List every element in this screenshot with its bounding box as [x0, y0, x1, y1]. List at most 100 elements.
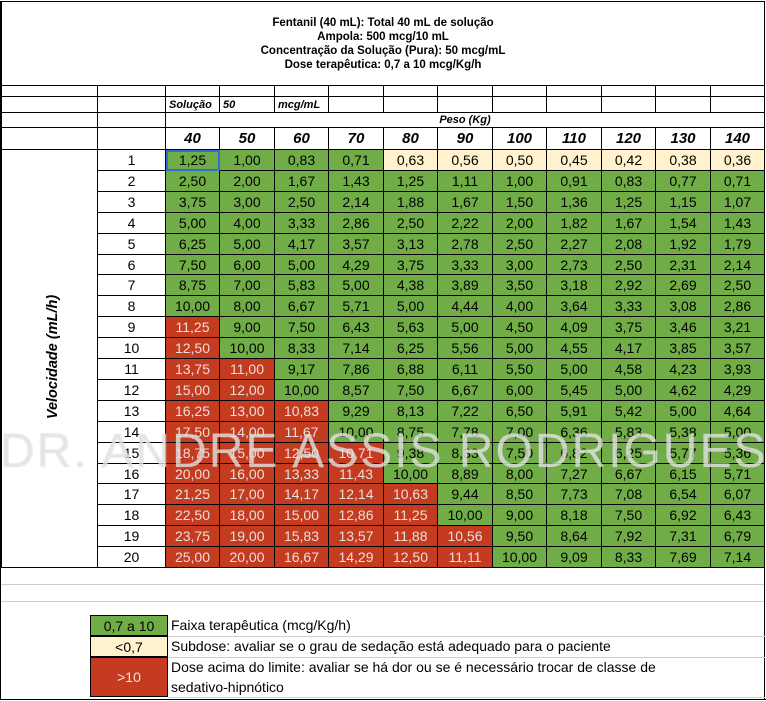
dose-cell[interactable]: 6,67	[438, 380, 493, 401]
dose-cell[interactable]: 6,15	[656, 464, 711, 484]
dose-cell[interactable]: 5,00	[547, 359, 602, 380]
dose-cell[interactable]: 7,50	[493, 443, 547, 464]
dose-cell[interactable]: 0,63	[384, 150, 438, 171]
dose-cell[interactable]: 5,77	[656, 443, 711, 464]
dose-cell[interactable]: 15,00	[275, 505, 329, 526]
dose-cell[interactable]: 7,78	[438, 422, 493, 443]
dose-cell[interactable]: 10,71	[329, 443, 384, 464]
dose-cell[interactable]: 6,43	[329, 317, 384, 338]
dose-cell[interactable]: 4,23	[656, 359, 711, 380]
dose-cell[interactable]: 4,29	[329, 255, 384, 275]
dose-cell[interactable]: 7,14	[711, 547, 765, 568]
dose-cell[interactable]: 5,83	[275, 275, 329, 296]
dose-cell[interactable]: 18,00	[220, 505, 275, 526]
dose-cell[interactable]: 6,07	[711, 484, 765, 505]
dose-cell[interactable]: 3,75	[384, 255, 438, 275]
dose-cell[interactable]: 4,58	[602, 359, 656, 380]
dose-cell[interactable]: 3,33	[438, 255, 493, 275]
dose-cell[interactable]: 14,29	[329, 547, 384, 568]
dose-cell[interactable]: 1,11	[438, 171, 493, 192]
dose-cell[interactable]: 6,36	[547, 422, 602, 443]
dose-cell[interactable]: 3,00	[220, 192, 275, 213]
dose-cell[interactable]: 4,55	[547, 338, 602, 359]
dose-cell[interactable]: 15,00	[166, 380, 220, 401]
dose-cell[interactable]: 11,25	[384, 505, 438, 526]
dose-cell[interactable]: 10,00	[438, 505, 493, 526]
dose-cell[interactable]: 0,83	[602, 171, 656, 192]
dose-cell[interactable]: 0,50	[493, 150, 547, 171]
dose-cell[interactable]: 12,50	[275, 443, 329, 464]
dose-cell[interactable]: 6,67	[275, 296, 329, 317]
dose-cell[interactable]: 9,44	[438, 484, 493, 505]
dose-cell[interactable]: 7,31	[656, 526, 711, 547]
dose-cell[interactable]: 8,64	[547, 526, 602, 547]
dose-cell[interactable]: 11,43	[329, 464, 384, 484]
dose-cell[interactable]: 10,00	[329, 422, 384, 443]
dose-cell[interactable]: 2,08	[602, 234, 656, 255]
dose-cell[interactable]: 1,36	[547, 192, 602, 213]
dose-cell[interactable]: 2,73	[547, 255, 602, 275]
dose-cell[interactable]: 11,88	[384, 526, 438, 547]
dose-cell[interactable]: 7,50	[166, 255, 220, 275]
dose-cell[interactable]: 2,50	[602, 255, 656, 275]
dose-cell[interactable]: 2,14	[329, 192, 384, 213]
dose-cell[interactable]: 2,31	[656, 255, 711, 275]
dose-cell[interactable]: 9,17	[275, 359, 329, 380]
dose-cell[interactable]: 11,67	[275, 422, 329, 443]
dose-cell[interactable]: 7,86	[329, 359, 384, 380]
dose-cell[interactable]: 7,69	[656, 547, 711, 568]
dose-cell[interactable]: 5,00	[438, 317, 493, 338]
dose-cell[interactable]: 9,50	[493, 526, 547, 547]
dose-cell[interactable]: 7,14	[329, 338, 384, 359]
dose-cell[interactable]: 1,67	[438, 192, 493, 213]
dose-cell[interactable]: 5,38	[656, 422, 711, 443]
dose-cell[interactable]: 8,57	[329, 380, 384, 401]
dose-cell[interactable]: 10,56	[438, 526, 493, 547]
dose-cell[interactable]: 6,25	[602, 443, 656, 464]
dose-cell[interactable]: 13,00	[220, 401, 275, 422]
dose-cell[interactable]: 6,54	[656, 484, 711, 505]
dose-cell[interactable]: 5,00	[329, 275, 384, 296]
dose-cell[interactable]: 4,17	[602, 338, 656, 359]
dose-cell[interactable]: 9,00	[220, 317, 275, 338]
dose-cell[interactable]: 1,88	[384, 192, 438, 213]
dose-cell[interactable]: 7,73	[547, 484, 602, 505]
dose-cell[interactable]: 1,25	[384, 171, 438, 192]
dose-cell[interactable]: 2,50	[711, 275, 765, 296]
dose-cell[interactable]: 6,67	[602, 464, 656, 484]
dose-cell[interactable]: 2,50	[166, 171, 220, 192]
dose-cell[interactable]: 5,00	[275, 255, 329, 275]
dose-cell[interactable]: 12,00	[220, 380, 275, 401]
dose-cell[interactable]: 3,57	[711, 338, 765, 359]
dose-cell[interactable]: 10,00	[275, 380, 329, 401]
dose-cell[interactable]: 1,92	[656, 234, 711, 255]
dose-cell[interactable]: 4,29	[711, 380, 765, 401]
dose-cell[interactable]: 3,57	[329, 234, 384, 255]
dose-cell[interactable]: 6,00	[220, 255, 275, 275]
dose-cell[interactable]: 8,13	[384, 401, 438, 422]
dose-cell[interactable]: 15,00	[220, 443, 275, 464]
dose-cell[interactable]: 12,86	[329, 505, 384, 526]
dose-cell[interactable]: 1,00	[493, 171, 547, 192]
dose-cell[interactable]: 0,56	[438, 150, 493, 171]
dose-cell[interactable]: 22,50	[166, 505, 220, 526]
dose-cell[interactable]: 12,14	[329, 484, 384, 505]
dose-cell[interactable]: 3,89	[438, 275, 493, 296]
dose-cell[interactable]: 7,00	[493, 422, 547, 443]
dose-cell[interactable]: 9,09	[547, 547, 602, 568]
dose-cell[interactable]: 5,00	[711, 422, 765, 443]
dose-cell[interactable]: 7,00	[220, 275, 275, 296]
dose-cell[interactable]: 2,22	[438, 213, 493, 234]
dose-cell[interactable]: 1,79	[711, 234, 765, 255]
dose-cell[interactable]: 13,75	[166, 359, 220, 380]
dose-cell[interactable]: 16,67	[275, 547, 329, 568]
dose-cell[interactable]: 6,82	[547, 443, 602, 464]
dose-cell[interactable]: 8,18	[547, 505, 602, 526]
dose-cell[interactable]: 4,00	[493, 296, 547, 317]
dose-cell[interactable]: 1,00	[220, 150, 275, 171]
dose-cell[interactable]: 18,75	[166, 443, 220, 464]
dose-cell[interactable]: 4,00	[220, 213, 275, 234]
dose-cell[interactable]: 13,57	[329, 526, 384, 547]
dose-cell[interactable]: 8,50	[493, 484, 547, 505]
dose-cell[interactable]: 9,38	[384, 443, 438, 464]
